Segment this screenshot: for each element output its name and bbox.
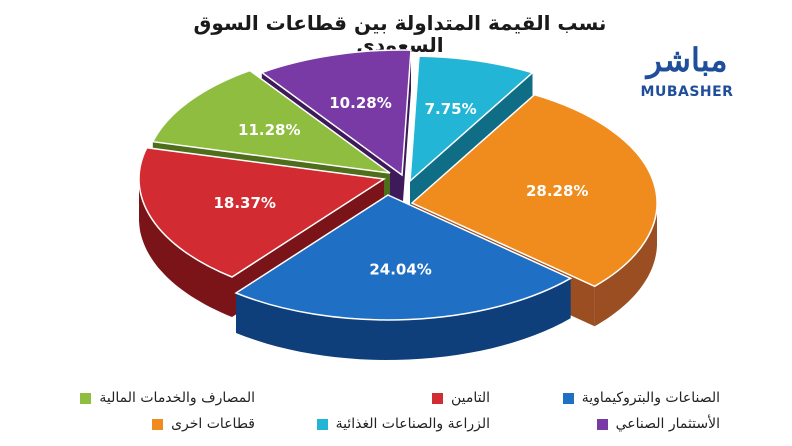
legend-swatch [596, 418, 608, 430]
pie-slice [260, 49, 412, 177]
legend-swatch [80, 392, 92, 404]
legend-label: الصناعات والبتروكيماوية [581, 390, 720, 406]
pie-slice-label: 10.28% [329, 94, 391, 112]
legend-item: التامين [431, 388, 490, 408]
pie-slice [234, 194, 573, 321]
legend-item: قطاعات اخرى [152, 414, 255, 434]
legend-swatch [431, 392, 443, 404]
pie-slice-label: 18.37% [213, 194, 275, 212]
pie-slice-label: 7.75% [425, 100, 477, 118]
pie-slice [138, 146, 387, 278]
mubasher-logo: مباشر MUBASHER [632, 40, 742, 110]
chart-title: نسب القيمة المتداولة بين قطاعات السوق ال… [193, 11, 607, 57]
pie-slice [151, 69, 391, 174]
legend-label: قطاعات اخرى [171, 416, 255, 432]
pie-slice-label: 24.04% [369, 261, 431, 279]
pie-slice-label: 11.28% [238, 121, 300, 139]
chart-legend: الصناعات والبتروكيماوية التامين المصارف وا… [60, 388, 720, 444]
pie-slice-side [594, 205, 657, 327]
legend-swatch [152, 418, 164, 430]
legend-item: الأستثمار الصناعي [596, 414, 720, 434]
pie-slice [410, 93, 658, 288]
legend-label: التامين [450, 390, 490, 406]
legend-item: الزراعة والصناعات الغذائية [316, 414, 490, 434]
legend-label: الزراعة والصناعات الغذائية [335, 416, 490, 432]
pie-slice-label: 28.28% [526, 182, 588, 200]
legend-label: المصارف والخدمات المالية [99, 390, 255, 406]
logo-english-text: MUBASHER [640, 84, 734, 100]
logo-arabic-text: مباشر [646, 41, 728, 79]
pie-slice [409, 55, 535, 183]
legend-swatch [562, 392, 574, 404]
pie-slice-side [236, 278, 571, 360]
pie-slice-side [139, 181, 232, 317]
legend-item: المصارف والخدمات المالية [80, 388, 255, 408]
legend-label: الأستثمار الصناعي [615, 416, 720, 432]
legend-swatch [316, 418, 328, 430]
legend-item: الصناعات والبتروكيماوية [562, 388, 720, 408]
